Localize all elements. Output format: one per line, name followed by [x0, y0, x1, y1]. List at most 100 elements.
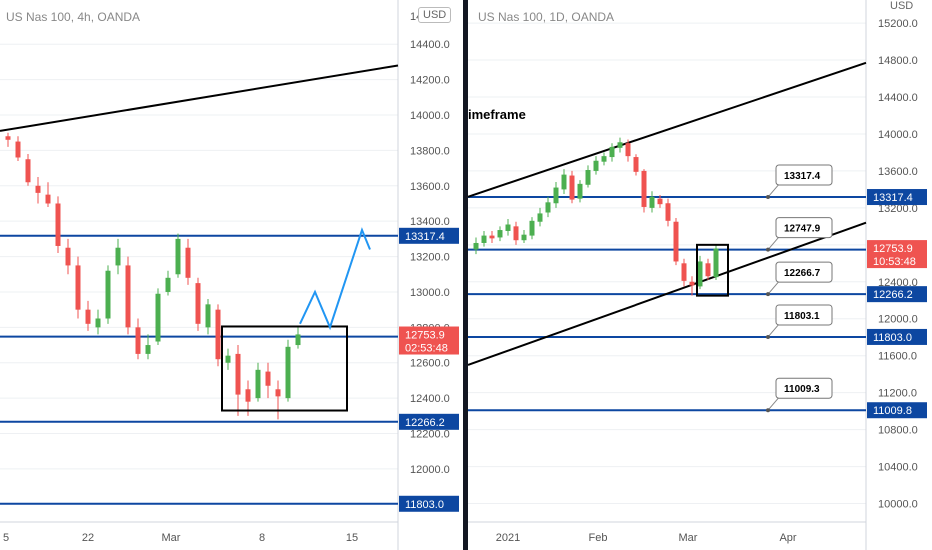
y-tick-label: 13200.0: [410, 252, 450, 264]
level-price-tag-bg: [399, 227, 459, 244]
y-tick-label: 13400.0: [410, 216, 450, 228]
candle-body: [681, 263, 687, 281]
left-chart-svg[interactable]: 14400.0 14200.0 14000.0 13800.0 13600.0 13400…: [0, 0, 463, 550]
candle-body: [577, 183, 583, 199]
right-currency-label: USD: [890, 0, 914, 12]
candle-body: [195, 283, 201, 324]
y-tick-label: 12400.0: [878, 277, 918, 289]
candle-body: [713, 248, 719, 278]
y-tick-label: 14400.0: [878, 92, 918, 104]
left-currency-badge[interactable]: USD: [418, 7, 452, 23]
candle-body: [657, 198, 663, 205]
callout-box[interactable]: [775, 377, 833, 399]
right-chart-pane[interactable]: 15200.0 14800.0 14400.0 14000.0 13600.0 13200…: [468, 0, 932, 550]
x-tick-label: 8: [259, 532, 265, 544]
candle-body: [15, 141, 21, 158]
x-tick-label: 15: [346, 532, 358, 544]
candle-body: [545, 202, 551, 213]
callout-box[interactable]: [775, 304, 833, 326]
level-price-tag-bg: [867, 328, 927, 345]
candle-body: [95, 318, 101, 328]
candle-body: [135, 327, 141, 354]
current-price-value: 12753.9: [873, 243, 913, 255]
y-tick-label: 12000.0: [878, 314, 918, 326]
callout-anchor: [766, 292, 770, 297]
y-tick-label: 15200.0: [878, 18, 918, 30]
trendline[interactable]: [468, 61, 867, 198]
left-chart-pane[interactable]: 14400.0 14200.0 14000.0 13800.0 13600.0 13400…: [0, 0, 463, 550]
candle-body: [489, 235, 495, 239]
candle-body: [689, 281, 695, 286]
y-tick-label: 14000.0: [878, 129, 918, 141]
y-tick-label: 12200.0: [410, 429, 450, 441]
level-price-tag-bg: [867, 189, 927, 206]
highlight-box[interactable]: [221, 325, 348, 412]
callout-anchor: [766, 408, 770, 413]
x-tick-label: Mar: [162, 532, 181, 544]
pane-divider[interactable]: [463, 0, 468, 550]
callout-anchor: [766, 334, 770, 339]
candle-body: [633, 157, 639, 172]
level-price-tag: 12266.2: [405, 417, 445, 429]
level-price-tag-bg: [867, 402, 927, 419]
candle-body: [25, 159, 31, 183]
x-tick-label: 22: [82, 532, 94, 544]
callout-box[interactable]: [775, 217, 833, 239]
callout-box[interactable]: [775, 164, 833, 186]
bar-countdown: 10:53:48: [873, 256, 916, 268]
candle-body: [275, 389, 281, 397]
candle-body: [601, 156, 607, 162]
candle-body: [235, 353, 241, 395]
y-tick-label: 13600.0: [878, 166, 918, 178]
candle-body: [625, 143, 631, 157]
trendline[interactable]: [0, 64, 399, 132]
candle-body: [75, 265, 81, 310]
level-price-tag: 11803.0: [405, 499, 444, 511]
callout-label: 11009.3: [784, 384, 820, 395]
x-tick-label: Feb: [589, 532, 608, 544]
candle-body: [665, 203, 671, 221]
candle-body: [165, 277, 171, 292]
y-tick-label: 12600.0: [410, 358, 450, 370]
y-tick-label: 13000.0: [410, 287, 450, 299]
highlight-box[interactable]: [696, 243, 729, 297]
candle-body: [5, 136, 11, 140]
candle-body: [155, 293, 161, 342]
projection-arrow[interactable]: [299, 227, 371, 331]
callout-label: 11803.1: [784, 311, 820, 322]
y-tick-label: 14200.0: [410, 75, 450, 87]
right-chart-svg[interactable]: 15200.0 14800.0 14400.0 14000.0 13600.0 13200…: [468, 0, 932, 550]
candle-body: [225, 355, 231, 363]
trendline[interactable]: [468, 221, 867, 366]
x-tick-label: Apr: [779, 532, 796, 544]
candle-body: [295, 334, 301, 346]
bar-countdown: 02:53:48: [405, 343, 448, 355]
y-tick-label: 12400.0: [410, 393, 450, 405]
candle-body: [45, 194, 51, 204]
level-price-tag-bg: [399, 495, 459, 512]
candle-body: [205, 304, 211, 328]
candle-body: [585, 169, 591, 185]
candle-body: [35, 185, 41, 193]
y-tick-label: 10800.0: [878, 425, 918, 437]
candle-body: [473, 242, 479, 250]
candle-body: [561, 174, 567, 190]
candle-body: [641, 170, 647, 207]
candle-body: [505, 224, 511, 231]
x-tick-label: 2021: [496, 532, 520, 544]
level-price-tag: 11803.0: [873, 332, 912, 344]
y-tick-label: 13200.0: [878, 203, 918, 215]
callout-box[interactable]: [775, 261, 833, 283]
callout-label: 13317.4: [784, 171, 821, 182]
candle-body: [285, 346, 291, 399]
candle-body: [513, 226, 519, 241]
candle-body: [175, 238, 181, 275]
candle-body: [537, 213, 543, 222]
candle-body: [609, 146, 615, 158]
y-tick-label: 13800.0: [410, 145, 450, 157]
candle-body: [649, 196, 655, 208]
candle-body: [617, 142, 623, 148]
candle-body: [145, 345, 151, 354]
candle-body: [265, 371, 271, 386]
candle-body: [529, 220, 535, 236]
